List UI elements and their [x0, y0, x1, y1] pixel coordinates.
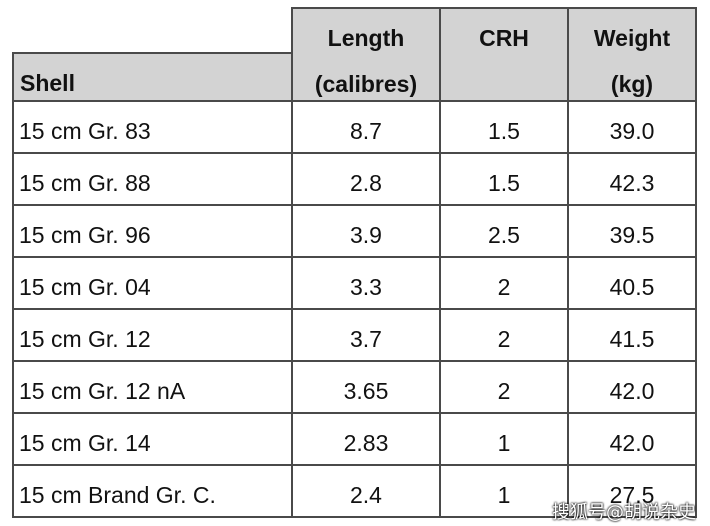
- table-cell: 3.9: [291, 204, 441, 258]
- table-cell: 2: [439, 360, 569, 414]
- header-text: Weight: [593, 25, 671, 51]
- cell-text: 15 cm Gr. 96: [19, 222, 151, 248]
- cell-text: 1: [497, 482, 511, 508]
- cell-text: 3.3: [350, 274, 382, 300]
- header-text: CRH: [479, 25, 529, 51]
- header-text: (calibres): [314, 71, 418, 97]
- table-cell: 2.5: [439, 204, 569, 258]
- table-cell: 3.65: [291, 360, 441, 414]
- table-cell: 42.0: [567, 360, 697, 414]
- cell-text: 1.5: [488, 118, 520, 144]
- table-cell: 2.4: [291, 464, 441, 518]
- table-cell: 15 cm Gr. 96: [12, 204, 293, 258]
- table-cell: 42.0: [567, 412, 697, 466]
- cell-text: 15 cm Gr. 83: [19, 118, 151, 144]
- table-cell: 15 cm Gr. 14: [12, 412, 293, 466]
- table-cell: 1: [439, 464, 569, 518]
- cell-text: 40.5: [609, 274, 655, 300]
- table-cell: 41.5: [567, 308, 697, 362]
- cell-text: 15 cm Gr. 12: [19, 326, 151, 352]
- cell-text: 27.5: [609, 482, 655, 508]
- table-cell: 15 cm Gr. 12: [12, 308, 293, 362]
- header-cell: CRH: [439, 7, 569, 102]
- header-text: (kg): [610, 71, 654, 97]
- table-cell: 8.7: [291, 100, 441, 154]
- cell-text: 2.8: [350, 170, 382, 196]
- table-cell: 27.5: [567, 464, 697, 518]
- cell-text: 2: [497, 326, 511, 352]
- cell-text: 15 cm Gr. 04: [19, 274, 151, 300]
- header-cell: Length (calibres): [291, 7, 441, 102]
- cell-text: 1: [497, 430, 511, 456]
- table-cell: 15 cm Gr. 83: [12, 100, 293, 154]
- cell-text: 15 cm Gr. 88: [19, 170, 151, 196]
- table-cell: 1: [439, 412, 569, 466]
- header-text: Length: [327, 25, 405, 51]
- cell-text: 39.0: [609, 118, 655, 144]
- table-cell: 15 cm Gr. 12 nA: [12, 360, 293, 414]
- table-cell: 39.5: [567, 204, 697, 258]
- cell-text: 15 cm Brand Gr. C.: [19, 482, 216, 508]
- cell-text: 41.5: [609, 326, 655, 352]
- cell-text: 3.65: [343, 378, 389, 404]
- cell-text: 1.5: [488, 170, 520, 196]
- cell-text: 2.83: [343, 430, 389, 456]
- cell-text: 15 cm Gr. 14: [19, 430, 151, 456]
- cell-text: 2: [497, 274, 511, 300]
- cell-text: 3.9: [350, 222, 382, 248]
- table-cell: 2: [439, 256, 569, 310]
- table-cell: 15 cm Gr. 04: [12, 256, 293, 310]
- table-cell: 39.0: [567, 100, 697, 154]
- cell-text: 8.7: [350, 118, 382, 144]
- cell-text: 2.5: [488, 222, 520, 248]
- cell-text: 2.4: [350, 482, 382, 508]
- header-text: Shell: [20, 70, 75, 96]
- table-cell: 3.7: [291, 308, 441, 362]
- cell-text: 3.7: [350, 326, 382, 352]
- watermark: 搜狐号@胡说杂史: [552, 502, 696, 523]
- table-cell: 1.5: [439, 152, 569, 206]
- cell-text: 42.0: [609, 378, 655, 404]
- table-cell: 2.8: [291, 152, 441, 206]
- header-cell: Weight (kg): [567, 7, 697, 102]
- cell-text: 42.3: [609, 170, 655, 196]
- header-cell: Shell: [12, 52, 293, 102]
- table-cell: 15 cm Brand Gr. C.: [12, 464, 293, 518]
- cell-text: 39.5: [609, 222, 655, 248]
- table-cell: 42.3: [567, 152, 697, 206]
- cell-text: 2: [497, 378, 511, 404]
- cell-text: 42.0: [609, 430, 655, 456]
- table-cell: 15 cm Gr. 88: [12, 152, 293, 206]
- cell-text: 15 cm Gr. 12 nA: [19, 378, 186, 404]
- table-cell: 2: [439, 308, 569, 362]
- table-cell: 2.83: [291, 412, 441, 466]
- table-cell: 3.3: [291, 256, 441, 310]
- table-cell: 1.5: [439, 100, 569, 154]
- table-cell: 40.5: [567, 256, 697, 310]
